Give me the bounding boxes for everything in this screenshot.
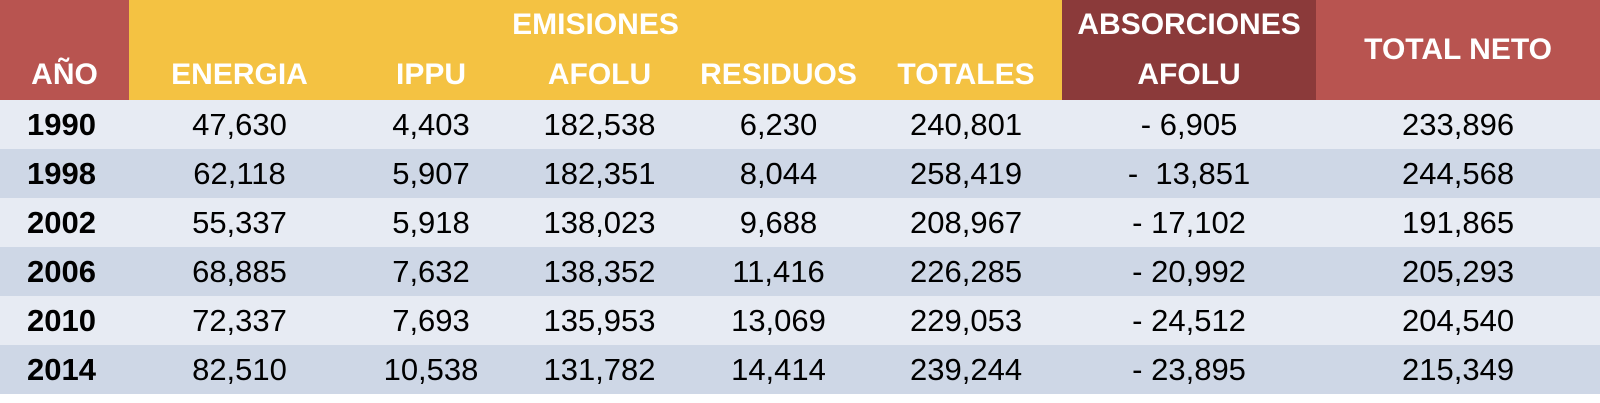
afolu-absorciones-cell: - 13,851 — [1062, 149, 1317, 198]
afolu-emisiones-cell: 135,953 — [512, 296, 687, 345]
ippu-cell: 7,693 — [350, 296, 512, 345]
afolu-emisiones-cell: 131,782 — [512, 345, 687, 394]
residuos-cell: 9,688 — [687, 198, 870, 247]
totales-cell: 229,053 — [870, 296, 1063, 345]
afolu-emisiones-header: AFOLU — [512, 49, 687, 100]
year-cell: 1990 — [0, 100, 129, 149]
totales-cell: 226,285 — [870, 247, 1063, 296]
totales-header: TOTALES — [870, 49, 1063, 100]
table-row: 2014 82,510 10,538 131,782 14,414 239,24… — [0, 345, 1600, 394]
emisiones-header: EMISIONES — [129, 0, 1063, 49]
table-body: 1990 47,630 4,403 182,538 6,230 240,801 … — [0, 100, 1600, 394]
afolu-emisiones-cell: 138,023 — [512, 198, 687, 247]
ippu-cell: 10,538 — [350, 345, 512, 394]
table-row: 2002 55,337 5,918 138,023 9,688 208,967 … — [0, 198, 1600, 247]
residuos-cell: 13,069 — [687, 296, 870, 345]
ippu-cell: 7,632 — [350, 247, 512, 296]
afolu-absorciones-cell: - 24,512 — [1062, 296, 1317, 345]
table-row: 2010 72,337 7,693 135,953 13,069 229,053… — [0, 296, 1600, 345]
residuos-cell: 11,416 — [687, 247, 870, 296]
energia-header: ENERGIA — [129, 49, 350, 100]
table-row: 1990 47,630 4,403 182,538 6,230 240,801 … — [0, 100, 1600, 149]
year-cell: 2014 — [0, 345, 129, 394]
total-neto-cell: 204,540 — [1316, 296, 1600, 345]
ippu-cell: 5,907 — [350, 149, 512, 198]
energia-cell: 72,337 — [129, 296, 350, 345]
residuos-header: RESIDUOS — [687, 49, 870, 100]
total-neto-header: TOTAL NETO — [1316, 0, 1600, 100]
energia-cell: 55,337 — [129, 198, 350, 247]
total-neto-cell: 233,896 — [1316, 100, 1600, 149]
afolu-absorciones-cell: - 6,905 — [1062, 100, 1317, 149]
year-cell: 1998 — [0, 149, 129, 198]
year-cell: 2002 — [0, 198, 129, 247]
residuos-cell: 8,044 — [687, 149, 870, 198]
afolu-emisiones-cell: 182,538 — [512, 100, 687, 149]
total-neto-cell: 205,293 — [1316, 247, 1600, 296]
afolu-absorciones-cell: - 20,992 — [1062, 247, 1317, 296]
total-neto-cell: 215,349 — [1316, 345, 1600, 394]
totales-cell: 208,967 — [870, 198, 1063, 247]
emissions-table: AÑO EMISIONES ABSORCIONES TOTAL NETO ENE… — [0, 0, 1600, 394]
totales-cell: 240,801 — [870, 100, 1063, 149]
totales-cell: 258,419 — [870, 149, 1063, 198]
table-row: 1998 62,118 5,907 182,351 8,044 258,419 … — [0, 149, 1600, 198]
afolu-absorciones-cell: - 23,895 — [1062, 345, 1317, 394]
year-header: AÑO — [0, 0, 129, 100]
afolu-absorciones-cell: - 17,102 — [1062, 198, 1317, 247]
year-cell: 2010 — [0, 296, 129, 345]
total-neto-cell: 244,568 — [1316, 149, 1600, 198]
year-cell: 2006 — [0, 247, 129, 296]
energia-cell: 62,118 — [129, 149, 350, 198]
afolu-emisiones-cell: 138,352 — [512, 247, 687, 296]
absorciones-header: ABSORCIONES — [1062, 0, 1317, 49]
total-neto-cell: 191,865 — [1316, 198, 1600, 247]
energia-cell: 82,510 — [129, 345, 350, 394]
ippu-header: IPPU — [350, 49, 512, 100]
energia-cell: 68,885 — [129, 247, 350, 296]
afolu-absorciones-header: AFOLU — [1062, 49, 1317, 100]
afolu-emisiones-cell: 182,351 — [512, 149, 687, 198]
energia-cell: 47,630 — [129, 100, 350, 149]
totales-cell: 239,244 — [870, 345, 1063, 394]
residuos-cell: 14,414 — [687, 345, 870, 394]
table-row: 2006 68,885 7,632 138,352 11,416 226,285… — [0, 247, 1600, 296]
ippu-cell: 4,403 — [350, 100, 512, 149]
ippu-cell: 5,918 — [350, 198, 512, 247]
residuos-cell: 6,230 — [687, 100, 870, 149]
